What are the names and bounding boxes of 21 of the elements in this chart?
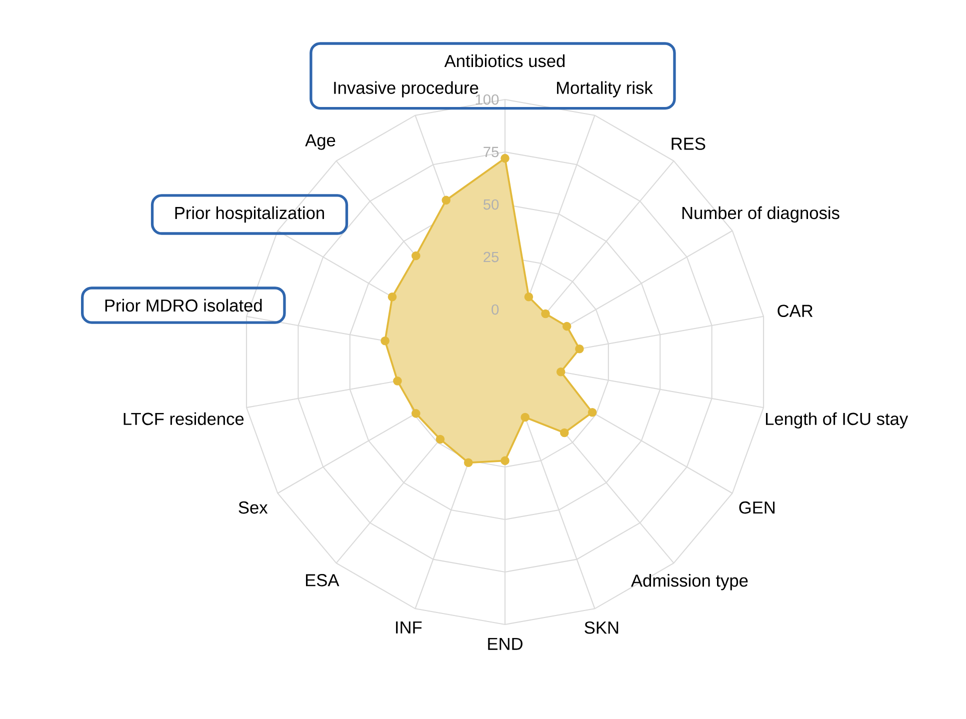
spoke-label: Mortality risk — [557, 81, 653, 98]
y-tick-label: 25 — [484, 252, 499, 262]
spoke-label: Age — [305, 134, 336, 150]
spoke-label: LTCF residence — [124, 412, 244, 426]
spoke-label: Antibiotics used — [444, 54, 565, 68]
spoke-label: Prior MDRO isolated — [105, 298, 262, 312]
y-tick-label: 50 — [483, 199, 499, 210]
spoke-label: GEN — [739, 501, 775, 514]
spoke-label: Sex — [238, 501, 268, 514]
spoke-label: END — [488, 638, 522, 650]
spoke-label: Prior hospitalization — [175, 206, 324, 223]
spoke-label: Admission type — [631, 574, 748, 590]
y-tick-label: 75 — [484, 146, 499, 158]
spoke-label: CAR — [778, 304, 813, 317]
spoke-label: ESA — [306, 574, 340, 586]
spoke-label: Length of ICU stay — [766, 412, 908, 428]
spoke-label: Number of diagnosis — [682, 206, 840, 223]
spoke-label: SKN — [584, 621, 618, 634]
y-tick-label: 0 — [492, 304, 499, 315]
spoke-label: RES — [672, 138, 706, 150]
spoke-label: INF — [396, 621, 422, 634]
